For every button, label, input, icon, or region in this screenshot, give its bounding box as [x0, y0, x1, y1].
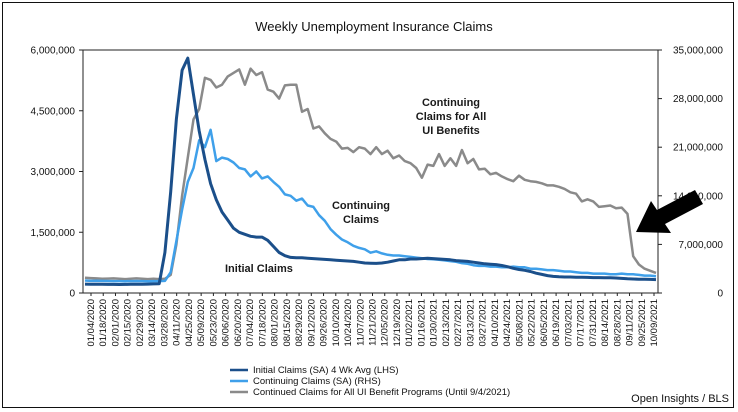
x-tick-label: 04/10/2021 — [490, 299, 501, 347]
x-tick-label: 05/22/2021 — [527, 299, 538, 347]
y-left-tick-label: 6,000,000 — [31, 46, 76, 57]
x-tick-label: 07/18/2020 — [257, 299, 268, 347]
source-label: Open Insights / BLS — [631, 393, 729, 405]
chart-title: Weekly Unemployment Insurance Claims — [255, 19, 493, 34]
annotation-line: Continuing — [332, 200, 390, 212]
x-tick-label: 07/17/2021 — [576, 299, 587, 347]
x-tick-label: 10/09/2021 — [649, 299, 660, 347]
x-tick-label: 10/24/2020 — [343, 299, 354, 347]
annotation-line: Initial Claims — [225, 263, 293, 275]
x-tick-label: 11/21/2020 — [368, 299, 379, 346]
x-tick-label: 03/28/2020 — [159, 299, 170, 347]
annotation-line: Continuing — [422, 97, 480, 109]
x-tick-label: 02/01/2020 — [110, 299, 121, 347]
annotation-continuing-claims: Continuing Claims — [332, 200, 390, 226]
x-tick-label: 09/12/2020 — [306, 299, 317, 347]
x-tick-label: 02/15/2020 — [123, 299, 134, 347]
x-tick-label: 04/24/2021 — [502, 299, 513, 347]
x-tick-label: 03/14/2020 — [147, 299, 158, 347]
x-tick-label: 03/13/2021 — [465, 299, 476, 347]
chart-frame: Weekly Unemployment Insurance Claims 0 1,… — [2, 2, 734, 408]
x-tick-label: 07/04/2020 — [245, 299, 256, 347]
x-tick-label: 06/05/2021 — [539, 299, 550, 347]
x-tick-label: 04/11/2020 — [172, 299, 183, 346]
legend-label-initial: Initial Claims (SA) 4 Wk Avg (LHS) — [253, 365, 399, 376]
x-tick-label: 09/11/2021 — [625, 299, 636, 346]
series-line-initial-claims — [84, 56, 657, 286]
x-tick-label: 01/02/2021 — [404, 299, 415, 347]
legend-label-all-programs: Continued Claims for All UI Benefit Prog… — [253, 387, 510, 398]
x-tick-label: 01/18/2020 — [98, 299, 109, 347]
annotation-initial-claims: Initial Claims — [225, 263, 293, 275]
y-left-tick-label: 0 — [69, 289, 75, 300]
x-tick-label: 01/30/2021 — [429, 299, 440, 347]
x-tick-label: 05/08/2021 — [514, 299, 525, 347]
x-tick-label: 01/04/2020 — [86, 299, 97, 347]
x-tick-label: 06/19/2021 — [551, 299, 562, 347]
y-right-tick-label: 21,000,000 — [673, 143, 723, 154]
x-tick-label: 07/31/2021 — [588, 299, 599, 347]
x-tick-label: 03/27/2021 — [478, 299, 489, 347]
x-tick-label: 10/10/2020 — [331, 299, 342, 347]
y-right-tick-label: 0 — [717, 289, 723, 300]
legend: Initial Claims (SA) 4 Wk Avg (LHS) Conti… — [230, 365, 510, 398]
x-tick-label: 02/29/2020 — [135, 299, 146, 347]
plot-area — [82, 49, 659, 294]
x-tick-label: 04/25/2020 — [184, 299, 195, 347]
y-left-tick-label: 3,000,000 — [31, 167, 76, 178]
x-tick-label: 12/05/2020 — [380, 299, 391, 347]
y-left-tick-label: 1,500,000 — [31, 228, 76, 239]
y-right-tick-label: 7,000,000 — [679, 240, 724, 251]
x-tick-label: 07/03/2021 — [563, 299, 574, 347]
x-tick-label: 05/23/2020 — [208, 299, 219, 347]
x-tick-label: 05/09/2020 — [196, 299, 207, 347]
x-tick-label: 08/28/2021 — [612, 299, 623, 347]
annotation-line: UI Benefits — [422, 125, 479, 137]
x-tick-label: 01/16/2021 — [416, 299, 427, 347]
x-tick-label: 06/20/2020 — [233, 299, 244, 347]
legend-label-continuing: Continuing Claims (SA) (RHS) — [253, 376, 381, 387]
arrow-icon — [636, 190, 703, 233]
x-tick-label: 06/06/2020 — [221, 299, 232, 347]
x-tick-label: 09/25/2021 — [637, 299, 648, 347]
series-line-all-ui-programs — [84, 67, 657, 281]
x-tick-label: 09/26/2020 — [319, 299, 330, 347]
x-tick-label: 08/01/2020 — [270, 299, 281, 347]
annotation-line: Claims for All — [416, 111, 487, 123]
x-tick-label: 12/19/2020 — [392, 299, 403, 347]
x-tick-label: 08/14/2021 — [600, 299, 611, 347]
x-tick-label: 08/15/2020 — [282, 299, 293, 347]
annotation-line: Claims — [343, 214, 379, 226]
y-right-tick-label: 35,000,000 — [673, 46, 723, 57]
chart-svg: Weekly Unemployment Insurance Claims 0 1,… — [31, 19, 730, 405]
x-tick-label: 08/29/2020 — [294, 299, 305, 347]
annotation-continuing-claims-all-ui: Continuing Claims for All UI Benefits — [416, 97, 487, 137]
x-tick-label: 02/27/2021 — [453, 299, 464, 347]
y-right-tick-label: 28,000,000 — [673, 94, 723, 105]
x-tick-label: 02/13/2021 — [441, 299, 452, 347]
y-left-tick-label: 4,500,000 — [31, 106, 76, 117]
x-tick-label: 11/07/2020 — [355, 299, 366, 346]
series-line-continuing-claims — [84, 128, 657, 283]
